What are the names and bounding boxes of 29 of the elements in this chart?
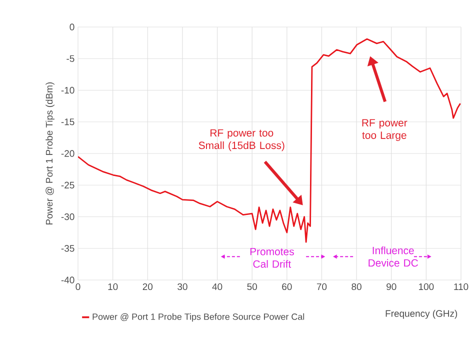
x-tick-label: 90 xyxy=(386,283,396,290)
y-tick-label: -5 xyxy=(66,55,74,62)
x-tick-label: 20 xyxy=(142,283,153,290)
x-tick-label: 60 xyxy=(282,283,292,290)
x-tick-label: 0 xyxy=(76,283,80,290)
annotation: Influence Device DC xyxy=(368,246,418,267)
y-tick-label: -10 xyxy=(61,86,74,94)
x-tick-label: 50 xyxy=(247,283,257,290)
y-tick-label: -30 xyxy=(61,213,74,220)
x-tick-label: 110 xyxy=(454,283,468,290)
y-tick-label: -15 xyxy=(61,118,74,126)
x-tick-label: 30 xyxy=(178,283,188,290)
y-tick-label: -40 xyxy=(61,276,74,284)
y-tick-label: -35 xyxy=(61,245,74,252)
annotation: RF power too Large xyxy=(362,119,408,142)
x-tick-label: 80 xyxy=(352,283,362,290)
legend-label: Power @ Port 1 Probe Tips Before Source Power Cal xyxy=(92,313,304,322)
y-tick-label: -20 xyxy=(61,150,74,157)
x-tick-label: 100 xyxy=(419,283,434,290)
annotation: Promotes Cal Drift xyxy=(250,248,294,268)
x-tick-label: 40 xyxy=(212,283,222,290)
x-tick-label: 10 xyxy=(108,283,118,290)
y-tick-label: 0 xyxy=(70,24,74,30)
line-series xyxy=(78,38,462,243)
y-axis-title: Power @ Port 1 Probe Tips (dBm) xyxy=(46,82,54,224)
annotation: RF power too Small (15dB Loss) xyxy=(198,129,284,152)
x-axis-title: Frequency (GHz) xyxy=(386,310,458,319)
x-tick-label: 70 xyxy=(316,283,327,290)
y-tick-label: -25 xyxy=(61,182,74,188)
